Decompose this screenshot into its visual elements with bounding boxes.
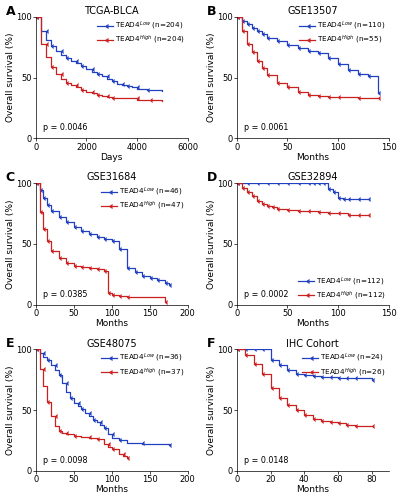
Legend: TEAD4$^{Low}$ (n=36), TEAD4$^{High}$ (n=37): TEAD4$^{Low}$ (n=36), TEAD4$^{High}$ (n=… <box>100 352 185 380</box>
X-axis label: Months: Months <box>296 486 328 494</box>
Text: C: C <box>6 171 14 184</box>
X-axis label: Days: Days <box>100 153 123 162</box>
Text: p = 0.0046: p = 0.0046 <box>43 124 87 132</box>
Legend: TEAD4$^{Low}$ (n=204), TEAD4$^{High}$ (n=204): TEAD4$^{Low}$ (n=204), TEAD4$^{High}$ (n… <box>96 19 185 47</box>
Legend: TEAD4$^{Low}$ (n=46), TEAD4$^{High}$ (n=47): TEAD4$^{Low}$ (n=46), TEAD4$^{High}$ (n=… <box>100 185 185 213</box>
Text: A: A <box>6 4 15 18</box>
Text: p = 0.0098: p = 0.0098 <box>43 456 88 465</box>
Title: TCGA-BLCA: TCGA-BLCA <box>84 6 139 16</box>
Title: IHC Cohort: IHC Cohort <box>286 338 338 348</box>
Title: GSE31684: GSE31684 <box>86 172 137 182</box>
Y-axis label: Overall survival (%): Overall survival (%) <box>206 199 215 288</box>
Text: p = 0.0148: p = 0.0148 <box>244 456 288 465</box>
Y-axis label: Overall survival (%): Overall survival (%) <box>6 33 14 122</box>
Legend: TEAD4$^{Low}$ (n=24), TEAD4$^{High}$ (n=26): TEAD4$^{Low}$ (n=24), TEAD4$^{High}$ (n=… <box>301 352 385 380</box>
Text: F: F <box>206 337 215 350</box>
Y-axis label: Overall survival (%): Overall survival (%) <box>6 366 14 455</box>
X-axis label: Months: Months <box>95 319 128 328</box>
Text: p = 0.0385: p = 0.0385 <box>43 290 88 298</box>
Text: E: E <box>6 337 14 350</box>
Title: GSE32894: GSE32894 <box>287 172 337 182</box>
Text: B: B <box>206 4 215 18</box>
X-axis label: Months: Months <box>296 153 328 162</box>
Y-axis label: Overall survival (%): Overall survival (%) <box>6 199 14 288</box>
Y-axis label: Overall survival (%): Overall survival (%) <box>206 33 215 122</box>
Title: GSE13507: GSE13507 <box>287 6 337 16</box>
Text: D: D <box>206 171 216 184</box>
Legend: TEAD4$^{Low}$ (n=110), TEAD4$^{High}$ (n=55): TEAD4$^{Low}$ (n=110), TEAD4$^{High}$ (n… <box>298 19 385 47</box>
Title: GSE48075: GSE48075 <box>86 338 137 348</box>
Y-axis label: Overall survival (%): Overall survival (%) <box>206 366 215 455</box>
Text: p = 0.0061: p = 0.0061 <box>244 124 288 132</box>
X-axis label: Months: Months <box>95 486 128 494</box>
Legend: TEAD4$^{Low}$ (n=112), TEAD4$^{High}$ (n=112): TEAD4$^{Low}$ (n=112), TEAD4$^{High}$ (n… <box>296 274 385 302</box>
X-axis label: Months: Months <box>296 319 328 328</box>
Text: p = 0.0002: p = 0.0002 <box>244 290 288 298</box>
